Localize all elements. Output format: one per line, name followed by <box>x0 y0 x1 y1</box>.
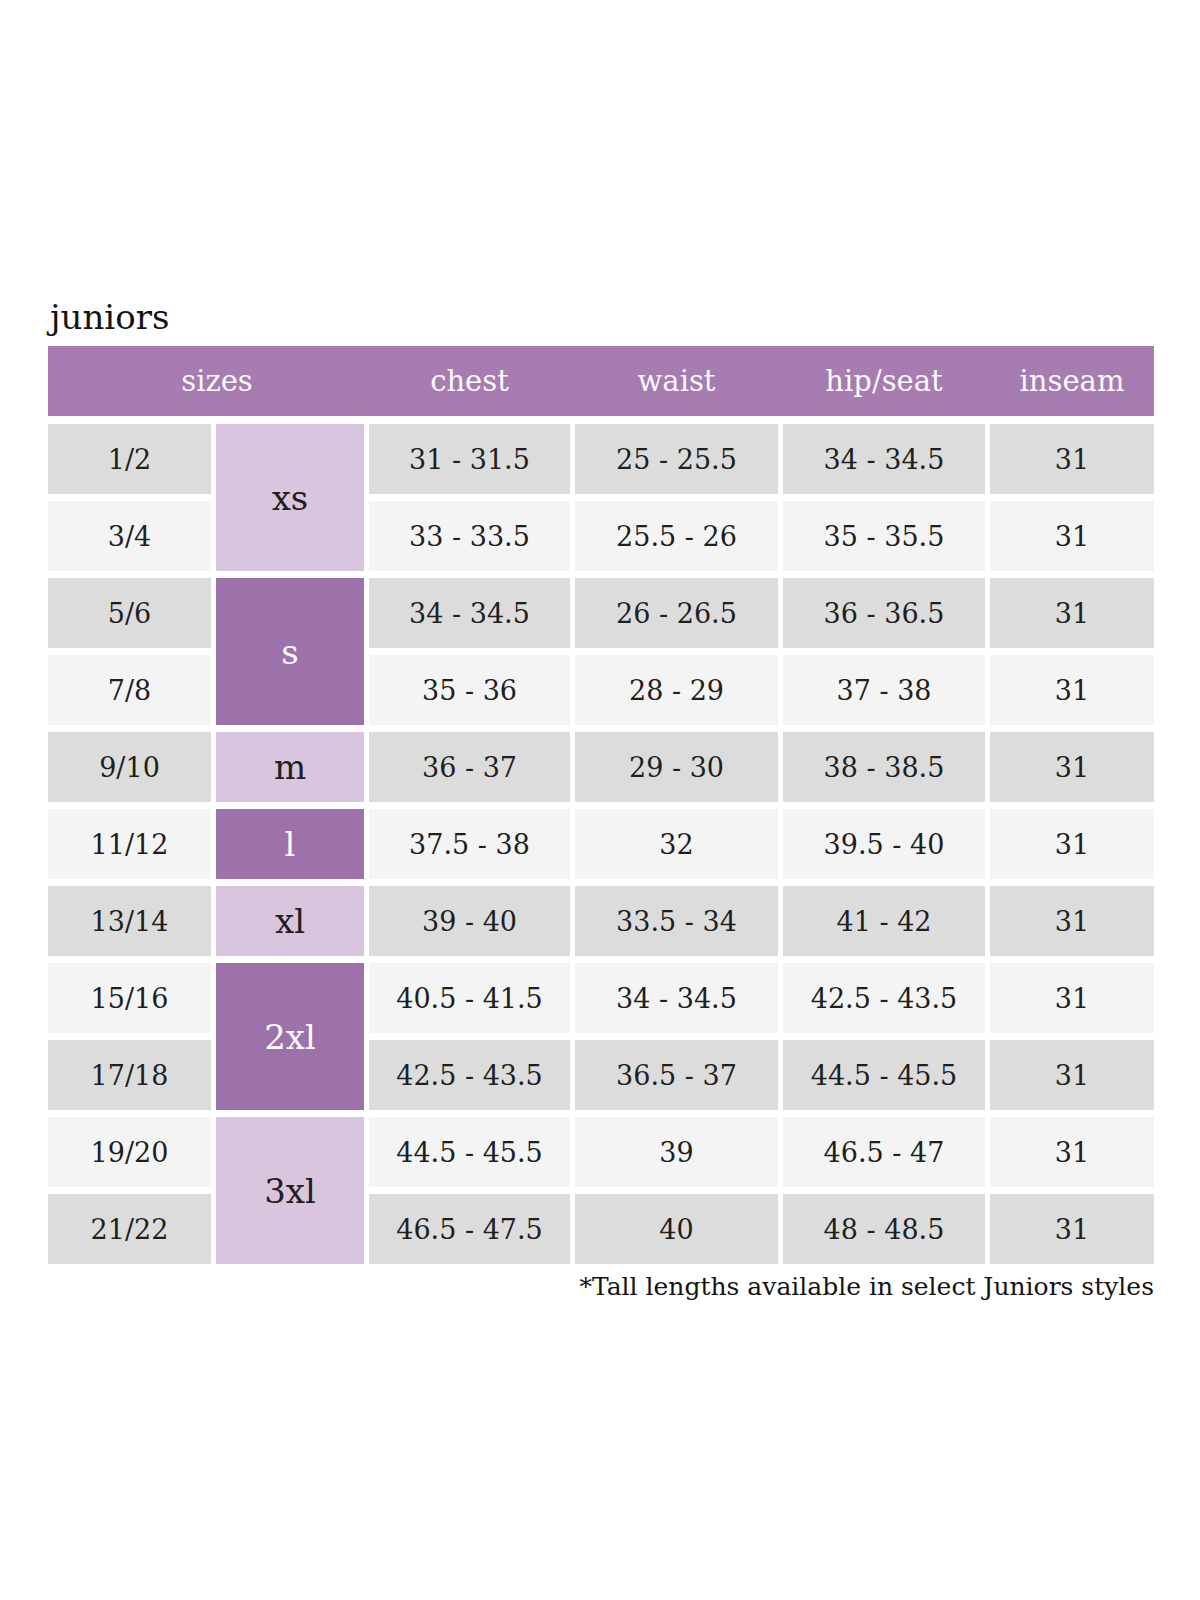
chest-cell: 37.5 - 38 <box>369 809 570 879</box>
column-header-hip-seat: hip/seat <box>783 346 985 416</box>
inseam-cell: 31 <box>990 1040 1154 1110</box>
size-number-cell: 3/4 <box>48 501 211 571</box>
waist-cell: 28 - 29 <box>575 655 778 725</box>
inseam-cell: 31 <box>990 655 1154 725</box>
inseam-cell: 31 <box>990 809 1154 879</box>
inseam-cell: 31 <box>990 424 1154 494</box>
inseam-cell: 31 <box>990 1117 1154 1187</box>
hip-seat-cell: 42.5 - 43.5 <box>783 963 985 1033</box>
hip-seat-cell: 44.5 - 45.5 <box>783 1040 985 1110</box>
size-number-cell: 17/18 <box>48 1040 211 1110</box>
size-number-cell: 15/16 <box>48 963 211 1033</box>
waist-cell: 32 <box>575 809 778 879</box>
waist-cell: 36.5 - 37 <box>575 1040 778 1110</box>
waist-cell: 25 - 25.5 <box>575 424 778 494</box>
hip-seat-cell: 37 - 38 <box>783 655 985 725</box>
inseam-cell: 31 <box>990 501 1154 571</box>
size-letter-cell: l <box>216 809 364 879</box>
hip-seat-cell: 34 - 34.5 <box>783 424 985 494</box>
chest-cell: 35 - 36 <box>369 655 570 725</box>
page-title: juniors <box>50 292 169 342</box>
hip-seat-cell: 39.5 - 40 <box>783 809 985 879</box>
waist-cell: 25.5 - 26 <box>575 501 778 571</box>
chest-cell: 42.5 - 43.5 <box>369 1040 570 1110</box>
size-number-cell: 7/8 <box>48 655 211 725</box>
page: juniors sizes chest waist hip/seat insea… <box>0 0 1200 1600</box>
hip-seat-cell: 46.5 - 47 <box>783 1117 985 1187</box>
table-body: 1/231 - 31.525 - 25.534 - 34.5313/433 - … <box>48 424 1154 1264</box>
hip-seat-cell: 41 - 42 <box>783 886 985 956</box>
waist-cell: 26 - 26.5 <box>575 578 778 648</box>
chest-cell: 33 - 33.5 <box>369 501 570 571</box>
chest-cell: 36 - 37 <box>369 732 570 802</box>
size-letter-cell: 3xl <box>216 1117 364 1264</box>
waist-cell: 39 <box>575 1117 778 1187</box>
hip-seat-cell: 48 - 48.5 <box>783 1194 985 1264</box>
table-header-row: sizes chest waist hip/seat inseam <box>48 346 1154 416</box>
hip-seat-cell: 36 - 36.5 <box>783 578 985 648</box>
chest-cell: 46.5 - 47.5 <box>369 1194 570 1264</box>
size-letter-cell: xs <box>216 424 364 571</box>
chest-cell: 31 - 31.5 <box>369 424 570 494</box>
column-header-waist: waist <box>575 346 778 416</box>
chest-cell: 40.5 - 41.5 <box>369 963 570 1033</box>
chest-cell: 39 - 40 <box>369 886 570 956</box>
size-letter-cell: 2xl <box>216 963 364 1110</box>
hip-seat-cell: 38 - 38.5 <box>783 732 985 802</box>
waist-cell: 29 - 30 <box>575 732 778 802</box>
size-letter-cell: s <box>216 578 364 725</box>
size-letter-cell: xl <box>216 886 364 956</box>
column-header-chest: chest <box>369 346 570 416</box>
chest-cell: 34 - 34.5 <box>369 578 570 648</box>
inseam-cell: 31 <box>990 732 1154 802</box>
inseam-cell: 31 <box>990 1194 1154 1264</box>
size-number-cell: 19/20 <box>48 1117 211 1187</box>
waist-cell: 34 - 34.5 <box>575 963 778 1033</box>
column-header-sizes: sizes <box>59 346 375 416</box>
inseam-cell: 31 <box>990 578 1154 648</box>
waist-cell: 40 <box>575 1194 778 1264</box>
size-number-cell: 1/2 <box>48 424 211 494</box>
size-letter-cell: m <box>216 732 364 802</box>
hip-seat-cell: 35 - 35.5 <box>783 501 985 571</box>
size-number-cell: 21/22 <box>48 1194 211 1264</box>
chest-cell: 44.5 - 45.5 <box>369 1117 570 1187</box>
size-chart: sizes chest waist hip/seat inseam 1/2 31 … <box>48 346 1154 1264</box>
inseam-cell: 31 <box>990 963 1154 1033</box>
column-header-inseam: inseam <box>990 346 1154 416</box>
size-number-cell: 11/12 <box>48 809 211 879</box>
size-number-cell: 5/6 <box>48 578 211 648</box>
footnote: *Tall lengths available in select Junior… <box>48 1269 1154 1305</box>
size-number-cell: 9/10 <box>48 732 211 802</box>
inseam-cell: 31 <box>990 886 1154 956</box>
size-number-cell: 13/14 <box>48 886 211 956</box>
waist-cell: 33.5 - 34 <box>575 886 778 956</box>
